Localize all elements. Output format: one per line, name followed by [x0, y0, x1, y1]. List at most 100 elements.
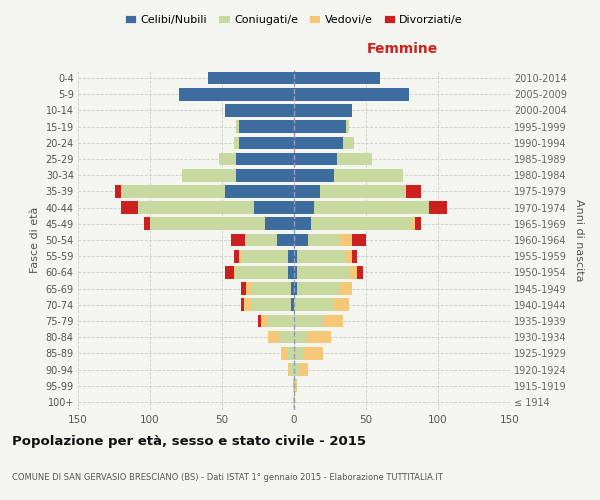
Bar [343, 136, 355, 149]
Y-axis label: Fasce di età: Fasce di età [30, 207, 40, 273]
Bar [311, 218, 412, 230]
Bar [294, 202, 314, 214]
Bar [179, 88, 294, 101]
Bar [323, 314, 343, 328]
Bar [412, 218, 415, 230]
Bar [291, 298, 294, 311]
Bar [294, 234, 308, 246]
Bar [208, 72, 294, 85]
Bar [233, 136, 239, 149]
Bar [230, 234, 245, 246]
Bar [254, 202, 294, 214]
Bar [295, 380, 297, 392]
Bar [294, 314, 323, 328]
Bar [294, 380, 295, 392]
Bar [294, 396, 295, 408]
Bar [294, 266, 297, 278]
Bar [144, 218, 150, 230]
Bar [346, 250, 352, 262]
Bar [236, 266, 288, 278]
Bar [288, 266, 294, 278]
Bar [294, 152, 337, 166]
Bar [294, 282, 297, 295]
Y-axis label: Anni di nascita: Anni di nascita [574, 198, 584, 281]
Bar [245, 234, 277, 246]
Bar [277, 234, 294, 246]
Bar [258, 314, 261, 328]
Bar [225, 266, 233, 278]
Bar [288, 363, 290, 376]
Bar [297, 266, 349, 278]
Bar [294, 169, 334, 181]
Bar [239, 136, 294, 149]
Bar [406, 185, 421, 198]
Text: COMUNE DI SAN GERVASIO BRESCIANO (BS) - Dati ISTAT 1° gennaio 2015 - Elaborazion: COMUNE DI SAN GERVASIO BRESCIANO (BS) - … [12, 472, 443, 482]
Bar [291, 282, 294, 295]
Bar [281, 347, 287, 360]
Bar [241, 298, 244, 311]
Bar [233, 266, 236, 278]
Bar [302, 347, 323, 360]
Bar [294, 218, 311, 230]
Bar [247, 282, 251, 295]
Bar [251, 282, 291, 295]
Bar [268, 314, 294, 328]
Bar [340, 234, 352, 246]
Bar [239, 120, 294, 133]
Bar [293, 396, 294, 408]
Bar [233, 250, 239, 262]
Bar [242, 250, 288, 262]
Bar [121, 202, 139, 214]
Bar [294, 347, 302, 360]
Bar [265, 218, 294, 230]
Bar [261, 314, 268, 328]
Bar [334, 298, 349, 311]
Bar [300, 363, 308, 376]
Bar [352, 234, 366, 246]
Bar [150, 218, 265, 230]
Bar [294, 298, 334, 311]
Bar [320, 185, 406, 198]
Bar [268, 331, 280, 344]
Bar [346, 120, 349, 133]
Bar [236, 169, 294, 181]
Bar [239, 250, 242, 262]
Bar [241, 282, 247, 295]
Bar [334, 169, 403, 181]
Bar [294, 136, 343, 149]
Bar [280, 331, 294, 344]
Bar [415, 218, 421, 230]
Bar [297, 250, 346, 262]
Bar [294, 88, 409, 101]
Bar [219, 152, 236, 166]
Bar [349, 266, 358, 278]
Bar [236, 120, 239, 133]
Bar [287, 347, 294, 360]
Bar [294, 185, 320, 198]
Bar [244, 298, 251, 311]
Bar [182, 169, 236, 181]
Bar [358, 266, 363, 278]
Bar [294, 331, 308, 344]
Bar [294, 72, 380, 85]
Bar [340, 282, 352, 295]
Legend: Celibi/Nubili, Coniugati/e, Vedovi/e, Divorziati/e: Celibi/Nubili, Coniugati/e, Vedovi/e, Di… [121, 10, 467, 29]
Bar [352, 250, 358, 262]
Bar [251, 298, 291, 311]
Bar [290, 363, 294, 376]
Bar [314, 202, 430, 214]
Bar [294, 250, 297, 262]
Bar [294, 120, 346, 133]
Bar [337, 152, 372, 166]
Bar [294, 104, 352, 117]
Text: Popolazione per età, sesso e stato civile - 2015: Popolazione per età, sesso e stato civil… [12, 435, 366, 448]
Bar [121, 185, 225, 198]
Bar [293, 380, 294, 392]
Bar [115, 185, 121, 198]
Bar [225, 185, 294, 198]
Bar [139, 202, 254, 214]
Bar [236, 152, 294, 166]
Bar [308, 234, 340, 246]
Bar [308, 331, 331, 344]
Bar [297, 282, 340, 295]
